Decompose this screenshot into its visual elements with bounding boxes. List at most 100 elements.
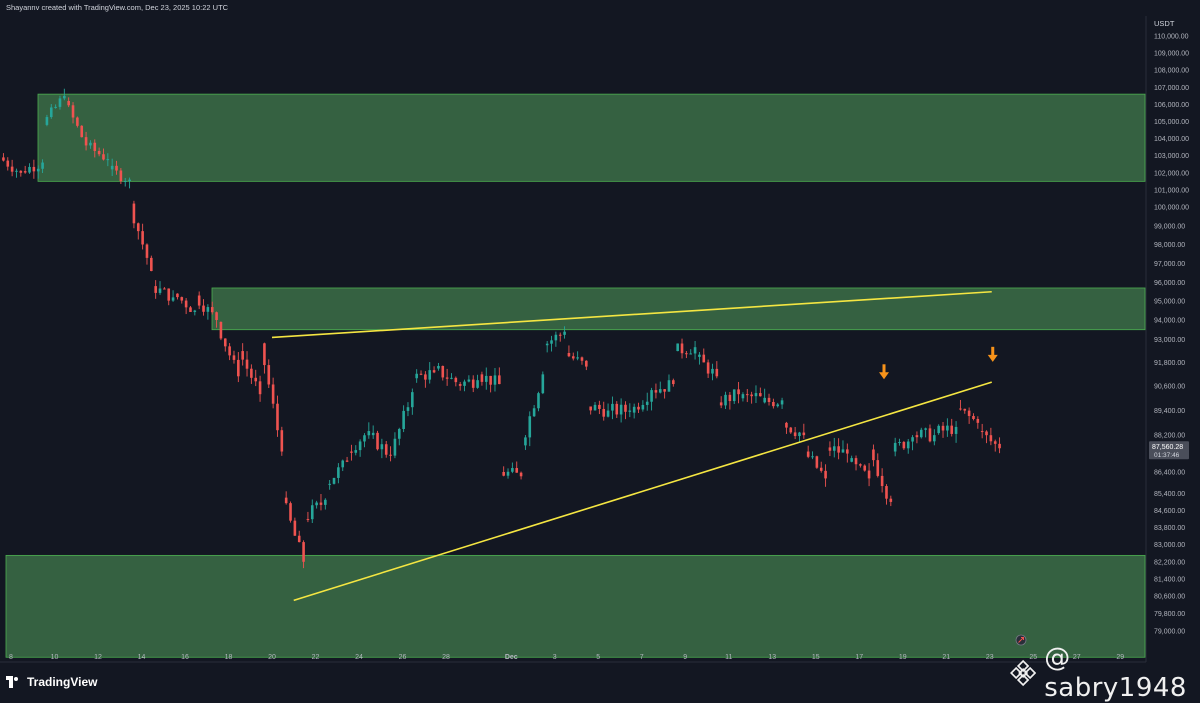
candle[interactable] xyxy=(228,343,231,361)
candle[interactable] xyxy=(167,288,171,306)
candle[interactable] xyxy=(289,501,292,523)
candle[interactable] xyxy=(645,392,649,411)
lower-demand-zone[interactable] xyxy=(5,554,1146,658)
candle[interactable] xyxy=(785,421,788,434)
price-chart[interactable]: USDT 110,000.00 109,000.00 108,000.00 107,00… xyxy=(0,16,1200,697)
candle[interactable] xyxy=(593,401,597,411)
candle[interactable] xyxy=(889,495,893,507)
candle[interactable] xyxy=(737,381,740,404)
candle[interactable] xyxy=(302,540,305,569)
candle[interactable] xyxy=(846,443,849,463)
chart-svg[interactable]: USDT 110,000.00 109,000.00 108,000.00 107,00… xyxy=(0,16,1200,697)
candle[interactable] xyxy=(254,369,258,387)
candle[interactable] xyxy=(328,479,331,490)
candle[interactable] xyxy=(28,163,31,174)
candle[interactable] xyxy=(745,388,749,403)
candle[interactable] xyxy=(702,348,706,363)
candle[interactable] xyxy=(715,361,719,379)
candle[interactable] xyxy=(163,287,166,290)
candle[interactable] xyxy=(397,427,401,446)
candle[interactable] xyxy=(967,407,971,424)
candle[interactable] xyxy=(524,435,527,450)
candle[interactable] xyxy=(119,168,123,184)
candle[interactable] xyxy=(202,299,205,316)
candle[interactable] xyxy=(767,393,771,406)
candle[interactable] xyxy=(171,290,175,302)
candle[interactable] xyxy=(906,439,910,454)
candle[interactable] xyxy=(158,281,162,295)
candle[interactable] xyxy=(332,477,336,485)
candle[interactable] xyxy=(219,321,223,341)
candle[interactable] xyxy=(180,296,184,304)
candle[interactable] xyxy=(841,440,845,453)
candle[interactable] xyxy=(76,116,79,128)
candle[interactable] xyxy=(515,461,519,473)
candle[interactable] xyxy=(763,388,766,404)
candle[interactable] xyxy=(493,367,497,392)
candle[interactable] xyxy=(150,255,153,272)
candle[interactable] xyxy=(58,95,62,110)
candle[interactable] xyxy=(528,411,532,447)
candle[interactable] xyxy=(811,451,814,460)
candle[interactable] xyxy=(102,148,105,161)
lower-trendline[interactable] xyxy=(293,381,992,602)
candle[interactable] xyxy=(598,400,601,415)
candle[interactable] xyxy=(371,425,375,439)
candle[interactable] xyxy=(145,243,149,265)
candle[interactable] xyxy=(741,392,745,402)
candle[interactable] xyxy=(284,491,288,505)
candle[interactable] xyxy=(319,493,323,511)
candle[interactable] xyxy=(976,416,980,429)
candle[interactable] xyxy=(89,140,92,149)
candle[interactable] xyxy=(71,102,75,124)
candle[interactable] xyxy=(297,530,301,543)
candle[interactable] xyxy=(893,437,897,457)
candle[interactable] xyxy=(550,335,553,352)
candle[interactable] xyxy=(441,365,445,381)
candle[interactable] xyxy=(585,360,588,371)
candle[interactable] xyxy=(641,400,645,412)
candle[interactable] xyxy=(863,464,867,472)
candle[interactable] xyxy=(315,500,318,509)
candle[interactable] xyxy=(511,462,514,474)
candle[interactable] xyxy=(802,423,806,439)
candle[interactable] xyxy=(445,368,449,386)
candle[interactable] xyxy=(837,438,840,460)
candle[interactable] xyxy=(972,413,975,421)
candle[interactable] xyxy=(498,367,501,385)
candle[interactable] xyxy=(19,170,23,177)
candle[interactable] xyxy=(759,387,762,397)
candle[interactable] xyxy=(985,430,988,444)
candle[interactable] xyxy=(506,468,510,479)
candle[interactable] xyxy=(667,374,671,392)
candle[interactable] xyxy=(2,153,5,162)
candle[interactable] xyxy=(706,359,710,378)
candle[interactable] xyxy=(928,424,932,443)
candle[interactable] xyxy=(197,291,201,310)
candle[interactable] xyxy=(571,352,575,361)
candle[interactable] xyxy=(719,396,723,409)
candle[interactable] xyxy=(724,391,727,409)
candle[interactable] xyxy=(872,444,875,467)
candle[interactable] xyxy=(798,431,801,442)
candle[interactable] xyxy=(619,398,623,423)
candle[interactable] xyxy=(437,362,440,371)
candle[interactable] xyxy=(41,159,44,174)
candle[interactable] xyxy=(732,389,736,404)
candle[interactable] xyxy=(458,381,462,391)
candle[interactable] xyxy=(250,364,253,384)
candle[interactable] xyxy=(463,379,466,392)
candle[interactable] xyxy=(828,441,832,457)
candle[interactable] xyxy=(263,342,266,374)
candle[interactable] xyxy=(110,158,114,177)
candle[interactable] xyxy=(389,446,392,462)
candle[interactable] xyxy=(454,376,458,387)
candle[interactable] xyxy=(106,153,110,167)
candle[interactable] xyxy=(84,131,88,151)
candle[interactable] xyxy=(850,455,853,463)
candle[interactable] xyxy=(963,408,967,414)
candle[interactable] xyxy=(54,104,57,109)
candle[interactable] xyxy=(606,403,610,418)
candle[interactable] xyxy=(241,343,244,366)
candle[interactable] xyxy=(689,349,693,355)
